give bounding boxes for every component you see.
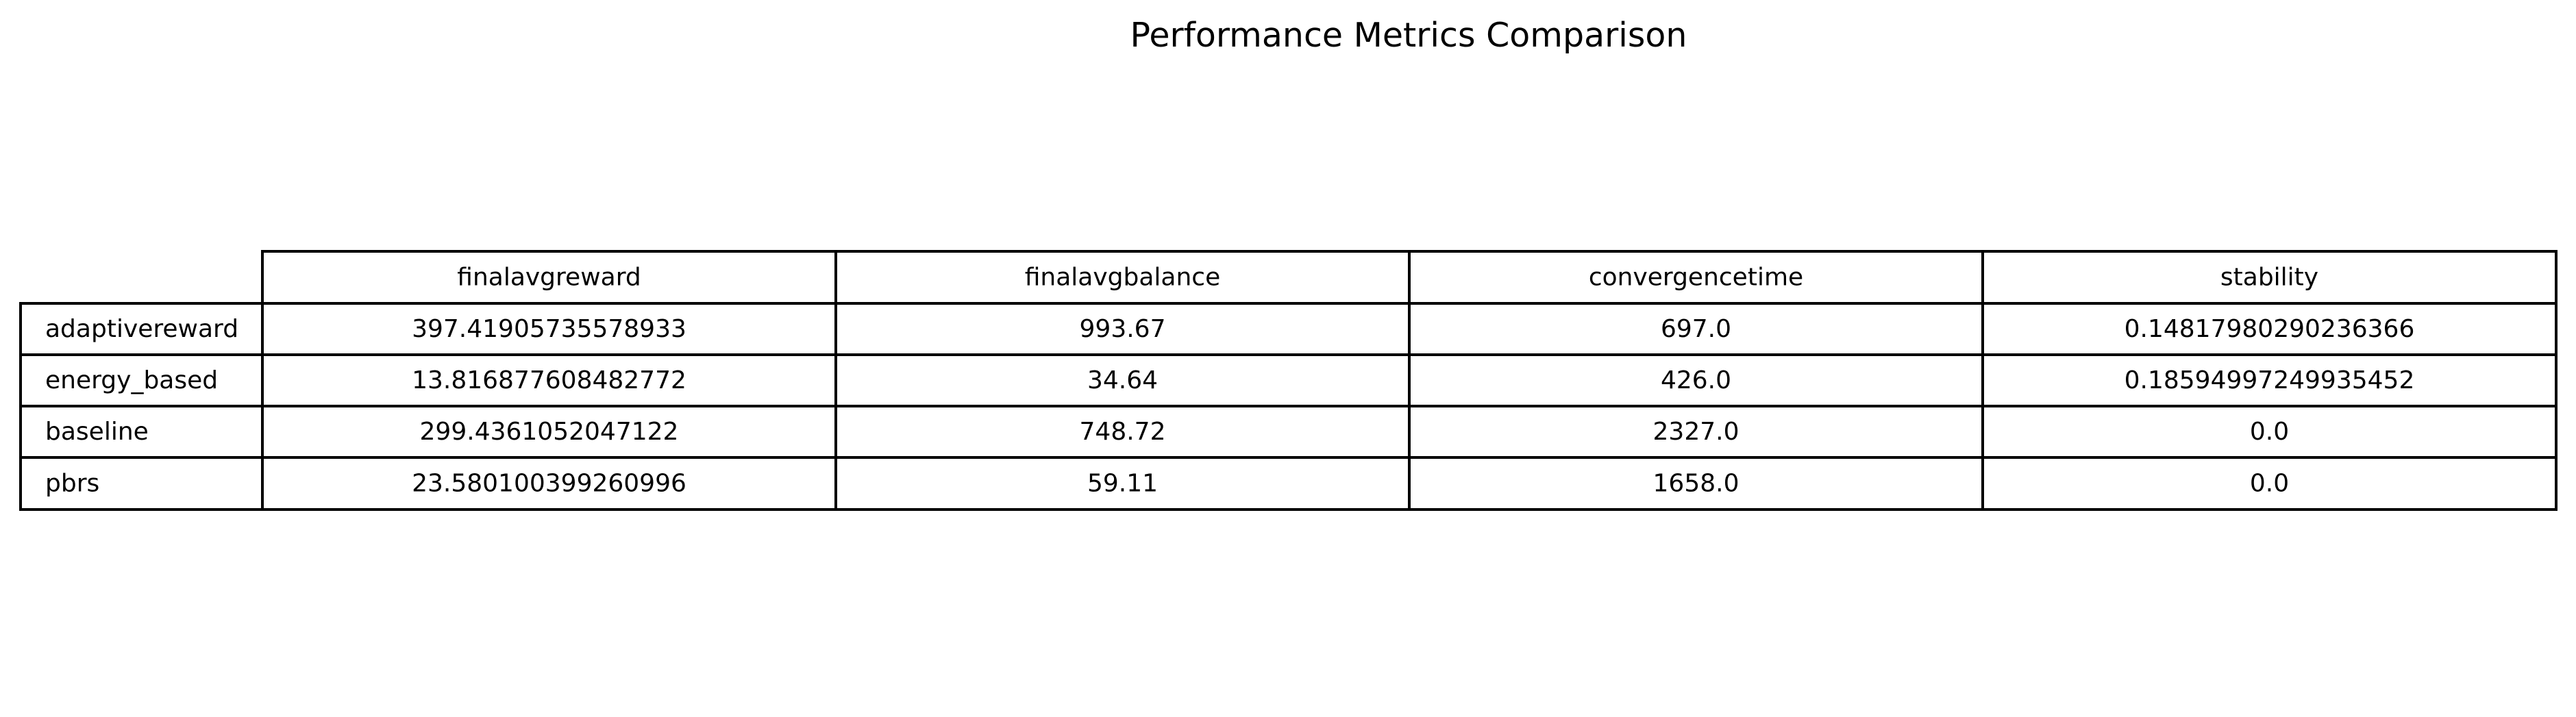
table-cell: 0.0: [2250, 470, 2289, 498]
table-cell: 748.72: [1080, 418, 1166, 446]
table-cell: 426.0: [1661, 366, 1731, 394]
table-cell: 0.18594997249935452: [2125, 366, 2415, 394]
column-header: stability: [2220, 264, 2318, 292]
column-header: finalavgbalance: [1025, 264, 1221, 292]
table-cell: 299.4361052047122: [420, 418, 679, 446]
table-cell: 1658.0: [1653, 470, 1739, 498]
row-label: adaptivereward: [45, 315, 238, 343]
table-cell: 34.64: [1087, 366, 1158, 394]
table-cell: 59.11: [1087, 470, 1158, 498]
table-cell: 993.67: [1080, 315, 1166, 343]
table-cell: 697.0: [1661, 315, 1731, 343]
row-label: baseline: [45, 418, 149, 446]
table-grid: [19, 250, 2558, 511]
table-cell: 23.580100399260996: [412, 470, 686, 498]
column-header: convergencetime: [1589, 264, 1803, 292]
table-cell: 2327.0: [1653, 418, 1739, 446]
chart-title: Performance Metrics Comparison: [1130, 16, 1687, 55]
column-header: finalavgreward: [457, 264, 641, 292]
table-text: finalavgreward finalavgbalance convergence…: [45, 264, 2414, 498]
table-cell: 0.0: [2250, 418, 2289, 446]
row-label: energy_based: [45, 366, 218, 394]
table-cell: 13.816877608482772: [412, 366, 686, 394]
table-cell: 0.14817980290236366: [2125, 315, 2415, 343]
row-label: pbrs: [45, 470, 99, 498]
table-cell: 397.41905735578933: [412, 315, 686, 343]
